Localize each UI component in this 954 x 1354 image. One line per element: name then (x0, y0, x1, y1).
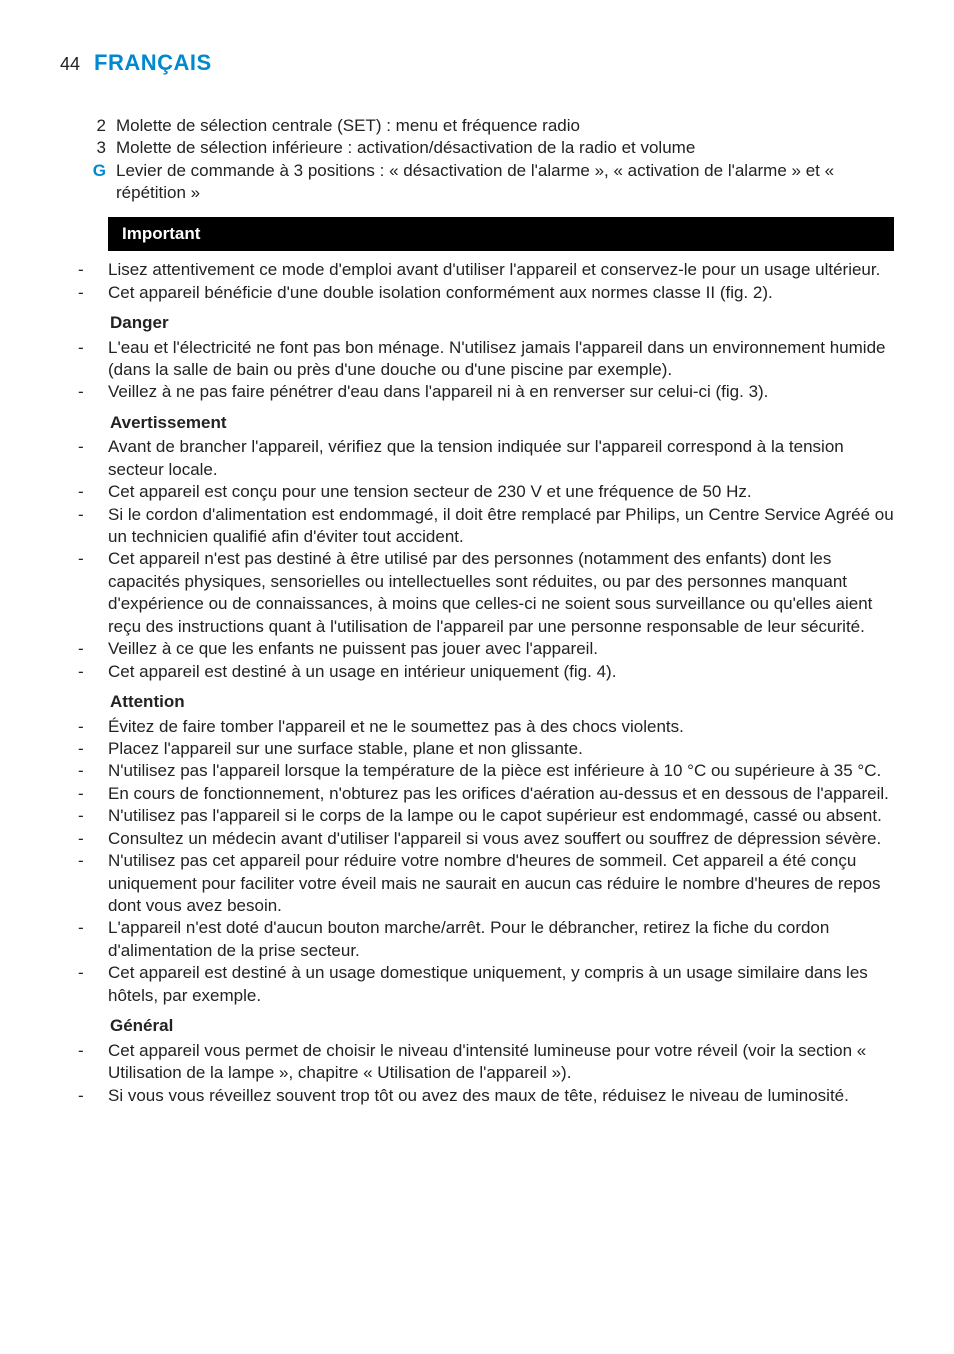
item-text: Évitez de faire tomber l'appareil et ne … (108, 716, 894, 738)
list-item: 2 Molette de sélection centrale (SET) : … (60, 115, 894, 137)
item-text: Avant de brancher l'appareil, vérifiez q… (108, 436, 894, 481)
dash-icon: - (78, 1085, 88, 1107)
item-text: Veillez à ce que les enfants ne puissent… (108, 638, 894, 660)
list-item: -Si le cordon d'alimentation est endomma… (60, 504, 894, 549)
item-number: 3 (90, 137, 106, 159)
dash-icon: - (78, 548, 88, 638)
dash-icon: - (78, 760, 88, 782)
item-text: L'eau et l'électricité ne font pas bon m… (108, 337, 894, 382)
section-important-title: Important (108, 217, 894, 251)
item-text: Placez l'appareil sur une surface stable… (108, 738, 894, 760)
item-letter: G (90, 160, 106, 205)
list-item: -N'utilisez pas l'appareil lorsque la te… (60, 760, 894, 782)
item-text: Molette de sélection inférieure : activa… (116, 137, 894, 159)
item-number: 2 (90, 115, 106, 137)
item-text: Cet appareil est conçu pour une tension … (108, 481, 894, 503)
dash-icon: - (78, 436, 88, 481)
list-item: -Veillez à ne pas faire pénétrer d'eau d… (60, 381, 894, 403)
item-text: Si vous vous réveillez souvent trop tôt … (108, 1085, 894, 1107)
list-item: -Veillez à ce que les enfants ne puissen… (60, 638, 894, 660)
list-item: 3 Molette de sélection inférieure : acti… (60, 137, 894, 159)
list-item: -Lisez attentivement ce mode d'emploi av… (60, 259, 894, 281)
list-item: -N'utilisez pas l'appareil si le corps d… (60, 805, 894, 827)
dash-icon: - (78, 850, 88, 917)
list-item: -Cet appareil est destiné à un usage en … (60, 661, 894, 683)
list-item: -Cet appareil vous permet de choisir le … (60, 1040, 894, 1085)
list-item: -Consultez un médecin avant d'utiliser l… (60, 828, 894, 850)
item-text: Levier de commande à 3 positions : « dés… (116, 160, 894, 205)
item-text: Cet appareil vous permet de choisir le n… (108, 1040, 894, 1085)
list-item: -Cet appareil est conçu pour une tension… (60, 481, 894, 503)
item-text: En cours de fonctionnement, n'obturez pa… (108, 783, 894, 805)
dash-icon: - (78, 638, 88, 660)
dash-icon: - (78, 381, 88, 403)
list-item: -Si vous vous réveillez souvent trop tôt… (60, 1085, 894, 1107)
top-numbered-list: 2 Molette de sélection centrale (SET) : … (60, 115, 894, 160)
list-item: -Évitez de faire tomber l'appareil et ne… (60, 716, 894, 738)
item-text: Molette de sélection centrale (SET) : me… (116, 115, 894, 137)
dash-icon: - (78, 962, 88, 1007)
dash-icon: - (78, 783, 88, 805)
top-lettered-list: G Levier de commande à 3 positions : « d… (60, 160, 894, 205)
item-text: Cet appareil n'est pas destiné à être ut… (108, 548, 894, 638)
item-text: N'utilisez pas l'appareil lorsque la tem… (108, 760, 894, 782)
avertissement-list: -Avant de brancher l'appareil, vérifiez … (60, 436, 894, 683)
item-text: N'utilisez pas l'appareil si le corps de… (108, 805, 894, 827)
list-item: G Levier de commande à 3 positions : « d… (60, 160, 894, 205)
item-text: Consultez un médecin avant d'utiliser l'… (108, 828, 894, 850)
section-avertissement-title: Avertissement (110, 412, 894, 434)
list-item: -N'utilisez pas cet appareil pour réduir… (60, 850, 894, 917)
list-item: -L'eau et l'électricité ne font pas bon … (60, 337, 894, 382)
list-item: -Avant de brancher l'appareil, vérifiez … (60, 436, 894, 481)
item-text: Lisez attentivement ce mode d'emploi ava… (108, 259, 894, 281)
dash-icon: - (78, 716, 88, 738)
dash-icon: - (78, 259, 88, 281)
general-list: -Cet appareil vous permet de choisir le … (60, 1040, 894, 1107)
item-text: Cet appareil bénéficie d'une double isol… (108, 282, 894, 304)
dash-icon: - (78, 481, 88, 503)
page-header: 44 FRANÇAIS (60, 48, 894, 77)
dash-icon: - (78, 661, 88, 683)
dash-icon: - (78, 738, 88, 760)
page-number: 44 (60, 53, 80, 77)
dash-icon: - (78, 917, 88, 962)
attention-list: -Évitez de faire tomber l'appareil et ne… (60, 716, 894, 1008)
item-text: Cet appareil est destiné à un usage en i… (108, 661, 894, 683)
section-danger-title: Danger (110, 312, 894, 334)
list-item: -Cet appareil est destiné à un usage dom… (60, 962, 894, 1007)
list-item: -Cet appareil bénéficie d'une double iso… (60, 282, 894, 304)
item-text: L'appareil n'est doté d'aucun bouton mar… (108, 917, 894, 962)
danger-list: -L'eau et l'électricité ne font pas bon … (60, 337, 894, 404)
list-item: -Cet appareil n'est pas destiné à être u… (60, 548, 894, 638)
list-item: -Placez l'appareil sur une surface stabl… (60, 738, 894, 760)
item-text: Cet appareil est destiné à un usage dome… (108, 962, 894, 1007)
dash-icon: - (78, 805, 88, 827)
item-text: Si le cordon d'alimentation est endommag… (108, 504, 894, 549)
dash-icon: - (78, 828, 88, 850)
list-item: -L'appareil n'est doté d'aucun bouton ma… (60, 917, 894, 962)
important-list: -Lisez attentivement ce mode d'emploi av… (60, 259, 894, 304)
item-text: N'utilisez pas cet appareil pour réduire… (108, 850, 894, 917)
dash-icon: - (78, 1040, 88, 1085)
dash-icon: - (78, 337, 88, 382)
section-attention-title: Attention (110, 691, 894, 713)
language-title: FRANÇAIS (94, 48, 212, 77)
section-general-title: Général (110, 1015, 894, 1037)
list-item: -En cours de fonctionnement, n'obturez p… (60, 783, 894, 805)
item-text: Veillez à ne pas faire pénétrer d'eau da… (108, 381, 894, 403)
dash-icon: - (78, 282, 88, 304)
dash-icon: - (78, 504, 88, 549)
